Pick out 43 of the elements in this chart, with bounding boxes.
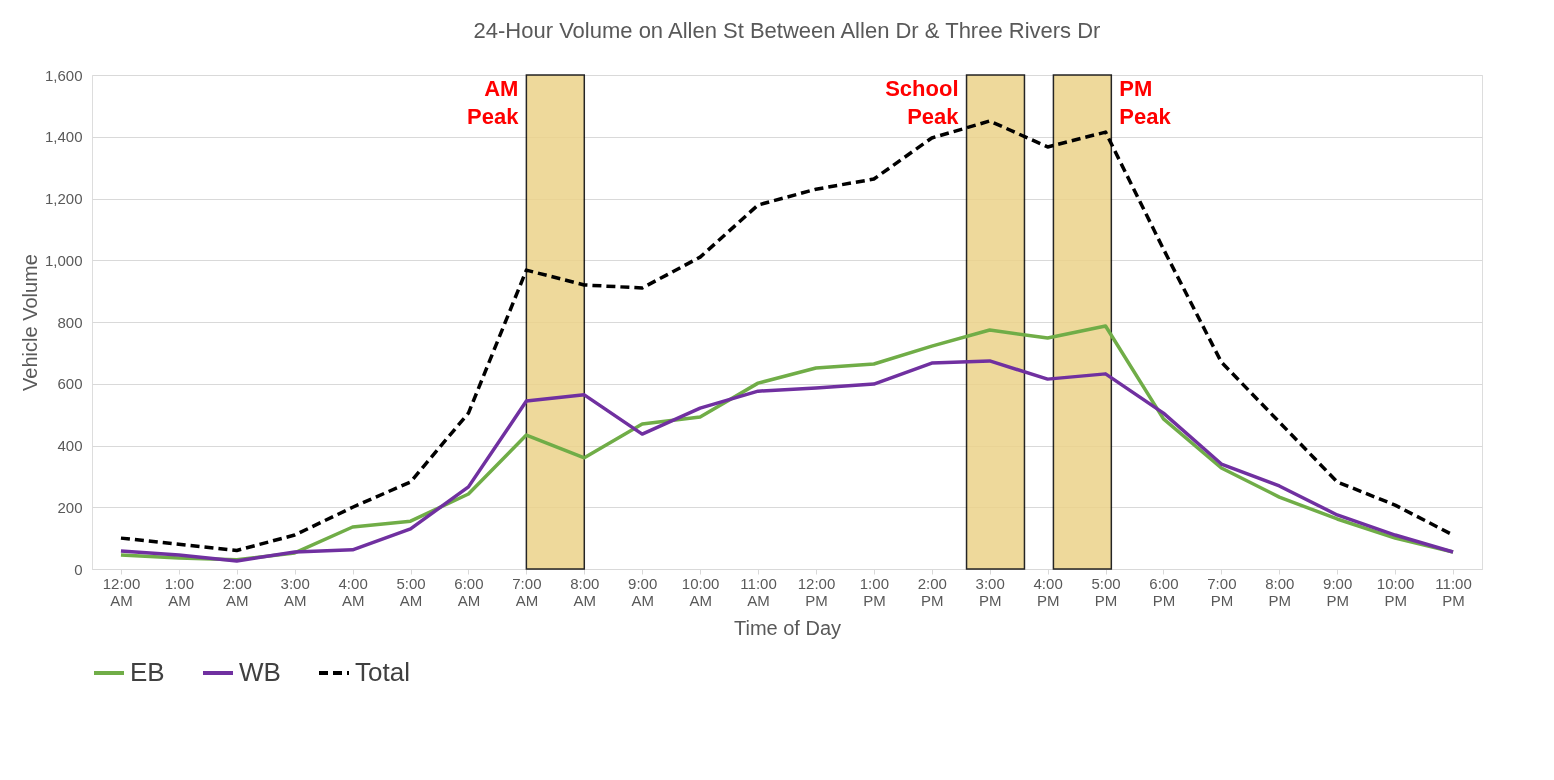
y-tick-label: 1,400	[44, 128, 83, 146]
y-tick-label: 1,000	[44, 251, 83, 269]
band-label: School Peak	[885, 76, 960, 129]
y-tick-label: 1,600	[44, 66, 83, 84]
x-tick-label: 4:00 AM	[338, 574, 368, 609]
x-tick-label: 4:00 PM	[1033, 574, 1063, 609]
x-tick-label: 10:00 PM	[1376, 574, 1415, 609]
x-tick-label: 5:00 PM	[1091, 574, 1121, 609]
x-tick-label: 12:00 AM	[102, 574, 141, 609]
y-tick-label: 0	[74, 560, 83, 578]
line-series	[119, 359, 1455, 563]
legend-label: EB	[130, 657, 165, 687]
x-tick-label: 1:00 PM	[859, 574, 889, 609]
chart-title: 24-Hour Volume on Allen St Between Allen Dr & Three Rivers Dr	[473, 18, 1101, 43]
x-tick-label: 3:00 AM	[280, 574, 310, 609]
legend-label: WB	[239, 657, 281, 687]
x-tick-label: 7:00 AM	[512, 574, 542, 609]
x-tick-label: 11:00 AM	[740, 574, 777, 609]
band-label: AM Peak	[466, 76, 520, 129]
band-label: PM Peak	[1119, 76, 1172, 129]
x-tick-label: 6:00 PM	[1149, 574, 1179, 609]
y-tick-label: 800	[57, 313, 83, 331]
x-axis-title: Time of Day	[733, 616, 842, 639]
x-tick-label: 9:00 PM	[1323, 574, 1353, 609]
x-tick-label: 3:00 PM	[975, 574, 1005, 609]
x-tick-label: 1:00 AM	[164, 574, 194, 609]
x-tick-label: 2:00 PM	[917, 574, 947, 609]
y-tick-label: 200	[57, 498, 83, 516]
legend-label: Total	[355, 657, 410, 687]
x-tick-label: 12:00 PM	[797, 574, 836, 609]
x-tick-label: 11:00 PM	[1435, 574, 1472, 609]
x-tick-label: 10:00 AM	[681, 574, 720, 609]
x-tick-label: 8:00 AM	[570, 574, 600, 609]
y-tick-label: 400	[57, 437, 83, 454]
x-tick-label: 8:00 PM	[1265, 574, 1295, 609]
y-tick-label: 1,200	[44, 190, 83, 207]
y-tick-label: 600	[57, 375, 83, 393]
x-tick-label: 2:00 AM	[222, 574, 252, 609]
y-axis-title: Vehicle Volume	[18, 254, 41, 391]
x-tick-label: 6:00 AM	[454, 574, 484, 609]
x-tick-label: 7:00 PM	[1207, 574, 1237, 609]
x-tick-label: 9:00 AM	[628, 574, 658, 609]
x-tick-label: 5:00 AM	[396, 574, 426, 609]
